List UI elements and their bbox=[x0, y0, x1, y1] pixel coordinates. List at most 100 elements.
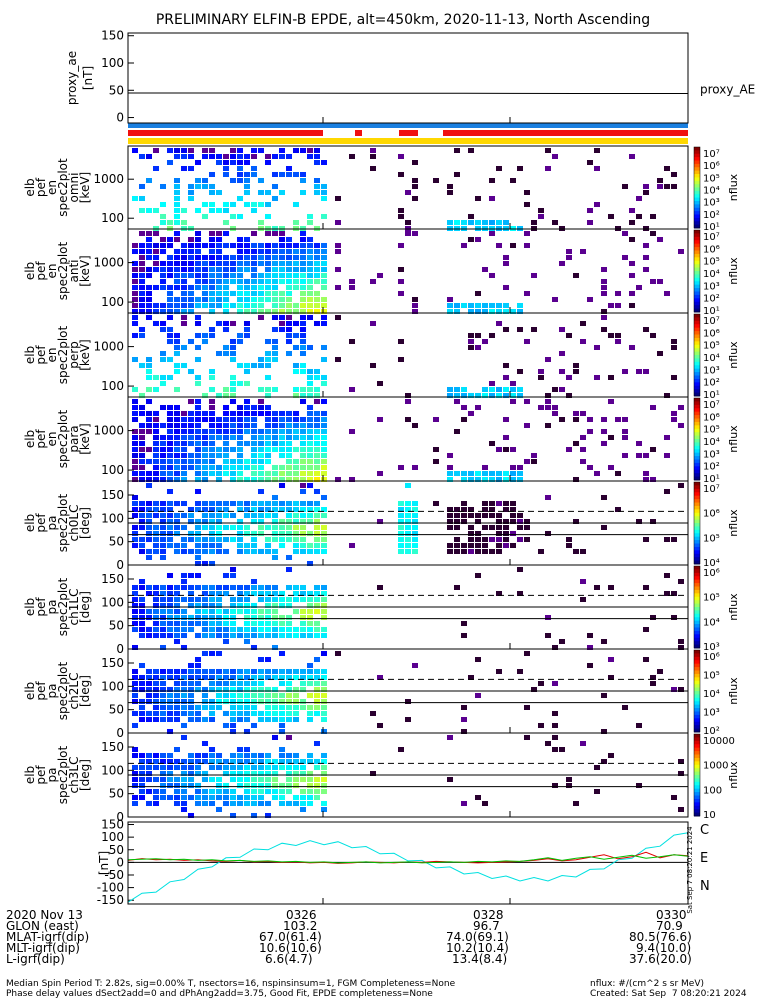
panel-3-cell bbox=[636, 369, 642, 374]
panel-3-cell bbox=[300, 345, 306, 350]
panel-5-colorbar-seg bbox=[694, 482, 700, 486]
panel-2-cell bbox=[174, 273, 180, 278]
panel-3-cell bbox=[265, 375, 271, 380]
panel-3-colorbar-seg bbox=[694, 320, 700, 325]
panel-4-cell bbox=[146, 399, 152, 404]
panel-4-cell bbox=[160, 447, 166, 452]
panel-8-colorbar-seg bbox=[694, 792, 700, 796]
panel-2-cell bbox=[209, 297, 215, 302]
panel-7-cell bbox=[279, 723, 285, 728]
panel-3-cell bbox=[195, 333, 201, 338]
panel-2-cell bbox=[286, 273, 292, 278]
panel-7-cell bbox=[195, 681, 201, 686]
panel-1-cell bbox=[538, 214, 544, 219]
panel-5-colorbar-seg bbox=[694, 560, 700, 565]
panel-3-colorbar-seg bbox=[694, 365, 700, 370]
panel-4-cell bbox=[538, 405, 544, 410]
panel-2-cell bbox=[314, 267, 320, 272]
panel-2-cell bbox=[216, 285, 222, 290]
panel-6-cell bbox=[559, 639, 565, 644]
panel-4-cell bbox=[230, 465, 236, 470]
panel-8-cell bbox=[300, 759, 306, 764]
panel-2-cell bbox=[251, 279, 257, 284]
panel-7-cell bbox=[195, 711, 201, 716]
panel-1-cell bbox=[272, 154, 278, 159]
panel-1-cell bbox=[524, 202, 530, 207]
panel-4-colorbar-seg bbox=[694, 418, 700, 423]
panel-3-cell bbox=[230, 387, 236, 392]
panel-5-cell bbox=[482, 549, 488, 554]
panel-7-cell bbox=[678, 687, 684, 692]
panel-1-colorbar-tick-0: 10⁷ bbox=[703, 149, 720, 160]
panel-5-cell bbox=[398, 549, 404, 554]
panel-5-colorbar-seg bbox=[694, 516, 700, 521]
panel-2-cell bbox=[503, 309, 509, 314]
panel-4-colorbar-seg bbox=[694, 469, 700, 474]
panel-5-cell bbox=[153, 549, 159, 554]
panel-5-cell bbox=[188, 513, 194, 518]
panel-5-colorbar-seg bbox=[694, 495, 700, 500]
panel-7-cell bbox=[202, 651, 208, 656]
panel-5-cell bbox=[349, 543, 355, 548]
panel-4-cell bbox=[503, 477, 509, 482]
panel-7-cell bbox=[223, 681, 229, 686]
panel-5-cell bbox=[202, 525, 208, 530]
panel-6-cell bbox=[146, 615, 152, 620]
panel-2-cell bbox=[195, 261, 201, 266]
panel-3-cell bbox=[195, 375, 201, 380]
panel-5-colorbar-tick-0: 10⁷ bbox=[703, 484, 720, 495]
panel-1-cell bbox=[209, 184, 215, 189]
panel-1-cell bbox=[307, 154, 313, 159]
panel-4-cell bbox=[286, 453, 292, 458]
panel-4-cell bbox=[496, 477, 502, 482]
panel-3-cell bbox=[265, 363, 271, 368]
panel-7-cell bbox=[321, 669, 327, 674]
panel-5-cell bbox=[475, 513, 481, 518]
panel-5-cell bbox=[153, 513, 159, 518]
panel-7-cell bbox=[202, 717, 208, 722]
panel-7-cell bbox=[244, 669, 250, 674]
panel-7-cell bbox=[237, 681, 243, 686]
panel-8-cell bbox=[307, 777, 313, 782]
panel-1-cell bbox=[174, 184, 180, 189]
panel-3-cell bbox=[244, 363, 250, 368]
panel-1-cell bbox=[293, 202, 299, 207]
panel-4-cell bbox=[272, 411, 278, 416]
panel-7-cell bbox=[237, 717, 243, 722]
panel-4-cell bbox=[202, 417, 208, 422]
panel-7-cell bbox=[167, 687, 173, 692]
panel-7-cell bbox=[265, 687, 271, 692]
panel-4-cell bbox=[139, 429, 145, 434]
panel-7-cell bbox=[258, 675, 264, 680]
panel-4-cell bbox=[167, 465, 173, 470]
panel-1-cell bbox=[237, 196, 243, 201]
panel-8-cell bbox=[482, 801, 488, 806]
panel-8-cell bbox=[230, 759, 236, 764]
panel-8-cell bbox=[608, 753, 614, 758]
panel-2-cell bbox=[188, 297, 194, 302]
panel-8-ytick-0: 150 bbox=[101, 740, 124, 754]
panel-7-cell bbox=[244, 717, 250, 722]
panel-4-cell bbox=[349, 477, 355, 482]
panel-4-cell bbox=[195, 447, 201, 452]
panel-8-cell bbox=[307, 759, 313, 764]
panel-3-cell bbox=[335, 357, 341, 362]
panel-4-colorbar-seg bbox=[694, 452, 700, 457]
panel-1-cell bbox=[223, 154, 229, 159]
panel-4-cell bbox=[209, 429, 215, 434]
panel-3-cell bbox=[671, 339, 677, 344]
panel-2-cell bbox=[202, 291, 208, 296]
panel-8-cell bbox=[279, 789, 285, 794]
panel-4-cell bbox=[503, 417, 509, 422]
panel-2-cell bbox=[468, 309, 474, 314]
panel-5-cell bbox=[286, 507, 292, 512]
panel-5-cell bbox=[461, 501, 467, 506]
panel-4-cell bbox=[587, 465, 593, 470]
panel-1-cell bbox=[587, 160, 593, 165]
panel-4-cell bbox=[181, 459, 187, 464]
panel-8-cell bbox=[566, 783, 572, 788]
panel-1-cell bbox=[650, 214, 656, 219]
panel-2-cell bbox=[181, 261, 187, 266]
panel-5-colorbar-seg bbox=[694, 526, 700, 531]
panel-2-cell bbox=[195, 267, 201, 272]
